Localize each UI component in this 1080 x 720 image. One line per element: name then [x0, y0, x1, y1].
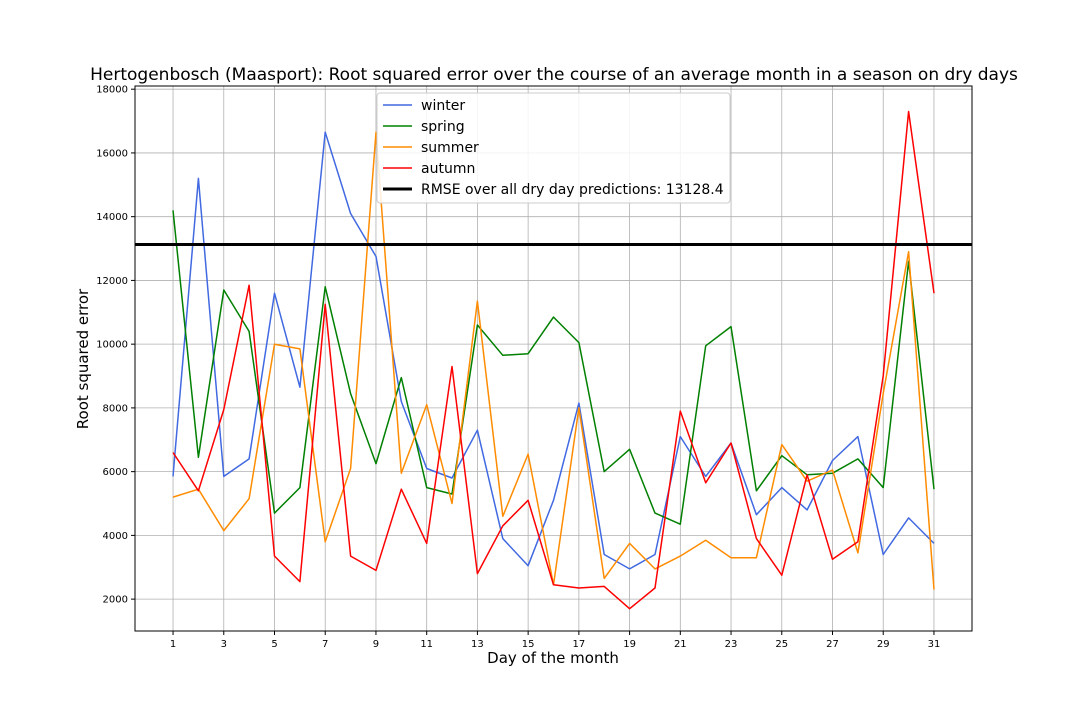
legend-label-rmse: RMSE over all dry day predictions: 13128…: [421, 182, 724, 198]
x-tick-label: 11: [420, 639, 433, 650]
x-axis-title: Day of the month: [487, 649, 619, 667]
legend-label-spring: spring: [421, 119, 465, 135]
legend-label-autumn: autumn: [421, 161, 475, 177]
x-tick-label: 15: [522, 639, 535, 650]
legend-label-winter: winter: [421, 98, 465, 114]
y-tick-label: 4000: [103, 531, 128, 542]
y-axis: 2000 4000 6000 8000 10000 12000 14000 16000 1800…: [96, 85, 135, 606]
x-tick-label: 17: [572, 639, 585, 650]
y-tick-label: 12000: [96, 276, 128, 287]
chart-title: Hertogenbosch (Maasport): Root squared e…: [90, 65, 1018, 85]
legend-box: [376, 92, 731, 204]
series-line-autumn: [172, 110, 935, 610]
x-tick-label: 25: [775, 639, 788, 650]
x-tick-label: 31: [928, 639, 941, 650]
plot-area-frame: [134, 85, 973, 632]
x-tick-label: 19: [623, 639, 636, 650]
y-tick-label: 14000: [96, 212, 128, 223]
x-tick-label: 9: [373, 639, 379, 650]
x-tick-label: 1: [170, 639, 176, 650]
x-axis: 1 3 5 7 9 11 13 15 17 19 21 23 25 27 29 31: [170, 631, 940, 650]
x-tick-label: 29: [877, 639, 890, 650]
legend-label-summer: summer: [421, 140, 479, 156]
series-lines: [172, 110, 935, 610]
x-tick-label: 7: [322, 639, 328, 650]
x-tick-label: 27: [826, 639, 839, 650]
x-tick-label: 3: [221, 639, 227, 650]
y-tick-label: 2000: [103, 595, 128, 606]
x-tick-label: 21: [674, 639, 687, 650]
y-axis-title: Root squared error: [74, 288, 92, 429]
x-tick-label: 23: [725, 639, 738, 650]
y-tick-label: 16000: [96, 148, 128, 159]
legend: winter spring summer autumn RMSE over all dr…: [376, 92, 731, 204]
series-line-winter: [172, 131, 935, 570]
y-tick-label: 6000: [103, 467, 128, 478]
y-tick-label: 10000: [96, 340, 128, 351]
y-tick-label: 18000: [96, 85, 128, 96]
y-tick-label: 8000: [103, 403, 128, 414]
x-tick-label: 5: [271, 639, 277, 650]
x-tick-label: 13: [471, 639, 484, 650]
